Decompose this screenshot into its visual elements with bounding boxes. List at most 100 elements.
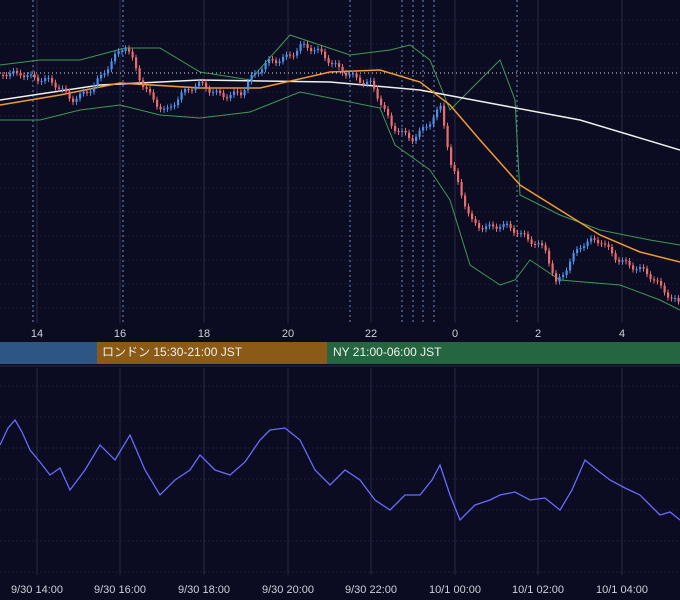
candle-body [432, 117, 435, 125]
candle-body [37, 77, 40, 82]
candle-body [415, 136, 418, 142]
candle-body [306, 43, 309, 49]
candle-body [44, 78, 47, 82]
candle-body [310, 48, 313, 52]
candle-body [583, 246, 586, 248]
candle-body [464, 195, 467, 207]
candle-body [317, 48, 320, 51]
session-ny-label: NY 21:00-06:00 JST [333, 345, 442, 359]
candle-body [590, 238, 593, 242]
candle-body [264, 63, 267, 70]
candle-body [359, 77, 362, 83]
candle-body [390, 115, 393, 126]
time-label: 9/30 14:00 [11, 584, 63, 596]
candle-body [352, 73, 355, 75]
candle-body [100, 74, 103, 79]
candle-body [163, 108, 166, 110]
candle-body [254, 72, 257, 75]
candle-body [534, 244, 537, 246]
candle-body [436, 109, 439, 118]
candle-body [471, 213, 474, 220]
candle-body [642, 267, 645, 269]
candle-body [208, 88, 211, 93]
candle-body [149, 89, 152, 93]
bollinger-lower [0, 91, 680, 311]
x-axis-label: 16 [114, 328, 126, 340]
candle-body [79, 93, 82, 99]
candle-body [509, 223, 512, 229]
candle-body [551, 263, 554, 274]
candle-body [443, 105, 446, 126]
candle-body [96, 78, 99, 86]
candle-body [562, 275, 565, 278]
candle-body [313, 50, 316, 52]
candle-body [383, 104, 386, 109]
candle-body [495, 226, 498, 229]
candle-body [33, 74, 36, 78]
bollinger-upper [0, 34, 680, 246]
candle-body [502, 223, 505, 228]
candle-body [327, 58, 330, 64]
candle-body [2, 75, 5, 76]
candle-body [142, 80, 145, 88]
candle-body [520, 233, 523, 235]
candle-body [649, 274, 652, 280]
x-axis-label: 2 [535, 328, 541, 340]
candle-body [215, 90, 218, 93]
session-ny [327, 342, 680, 364]
candle-body [667, 292, 670, 298]
candle-body [593, 238, 596, 240]
candle-body [506, 223, 509, 225]
candle-body [453, 165, 456, 172]
candle-body [439, 105, 442, 110]
candle-body [184, 88, 187, 93]
candle-body [338, 63, 341, 67]
candle-body [481, 228, 484, 230]
candle-body [380, 98, 383, 105]
candle-body [362, 82, 365, 85]
candle-body [12, 71, 15, 74]
candle-body [618, 259, 621, 262]
candle-body [611, 246, 614, 254]
candle-body [152, 92, 155, 100]
candle-body [604, 243, 607, 245]
candle-body [401, 130, 404, 133]
candle-body [58, 87, 61, 89]
top-axis: 14 16 18 20 22 0 2 4 [31, 328, 625, 340]
candle-body [82, 91, 85, 94]
candles [2, 40, 680, 305]
candle-body [558, 277, 561, 282]
candle-body [30, 74, 33, 76]
candle-body [247, 81, 250, 91]
candle-body [488, 224, 491, 227]
candle-body [191, 89, 194, 91]
candle-body [387, 108, 390, 116]
candle-body [348, 74, 351, 76]
candle-body [600, 243, 603, 245]
candle-body [156, 99, 159, 107]
candle-body [670, 297, 673, 299]
candle-body [639, 267, 642, 270]
candle-body [369, 80, 372, 82]
time-label: 10/1 04:00 [596, 584, 648, 596]
candle-body [261, 69, 264, 73]
candle-body [275, 60, 278, 64]
candle-body [541, 243, 544, 246]
candle-body [513, 228, 516, 233]
candle-body [656, 280, 659, 282]
candle-body [457, 171, 460, 182]
candle-body [135, 57, 138, 69]
grid [0, 0, 680, 323]
candle-body [114, 53, 117, 62]
candle-body [632, 265, 635, 270]
candle-body [236, 91, 239, 93]
candle-body [219, 90, 222, 93]
x-axis-label: 20 [282, 328, 294, 340]
candle-body [397, 130, 400, 133]
candle-body [54, 82, 57, 88]
candle-body [422, 127, 425, 131]
candle-body [530, 239, 533, 245]
candle-body [663, 285, 666, 293]
x-axis-label: 14 [31, 328, 43, 340]
